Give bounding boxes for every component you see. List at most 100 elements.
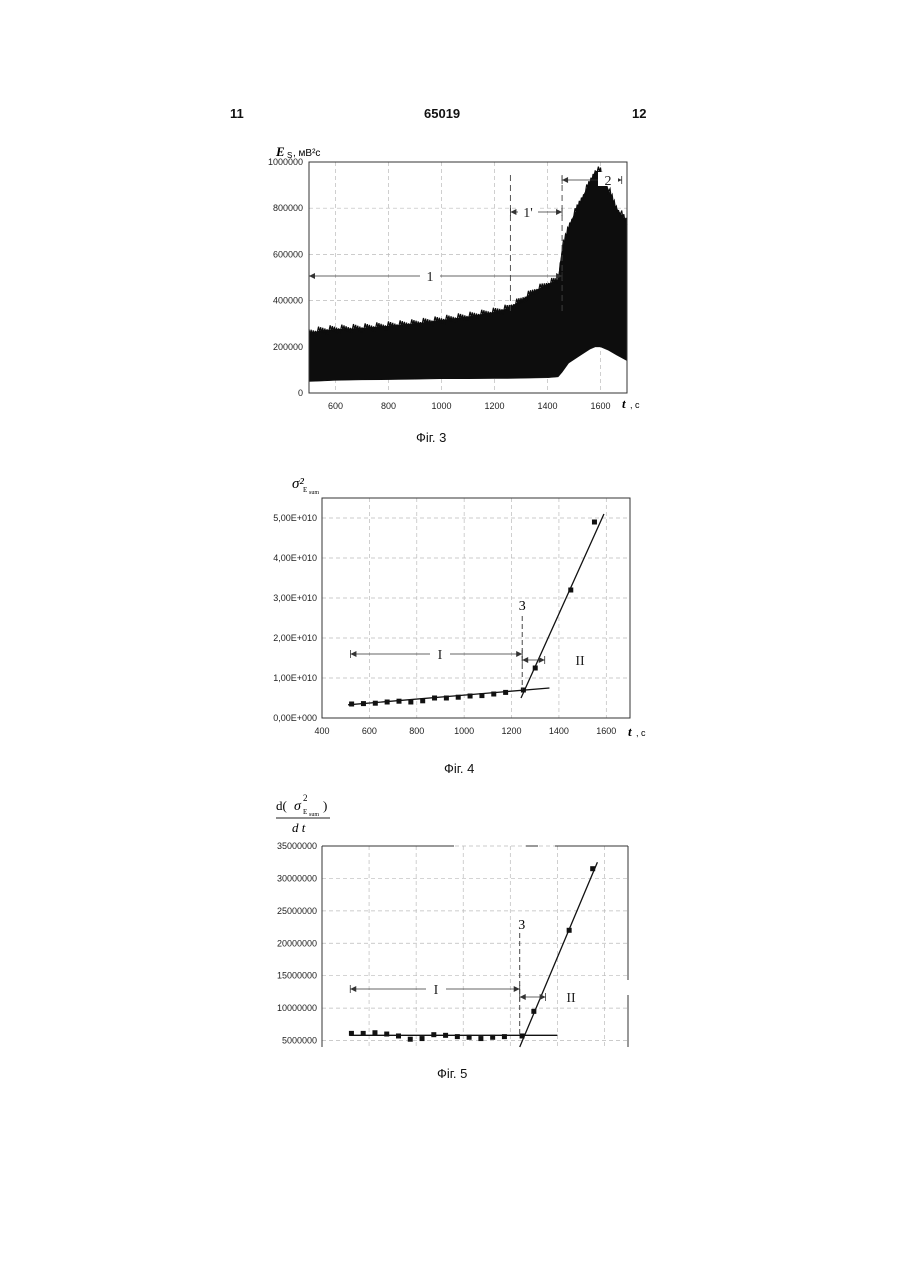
y-tick-label: 25000000	[277, 906, 317, 916]
figure-5-caption: Фіг. 5	[437, 1066, 467, 1081]
x-tick-label: 1000	[431, 401, 451, 411]
figure-3-caption: Фіг. 3	[416, 430, 446, 445]
y-axis-unit: , мВ²с	[293, 148, 320, 159]
data-point	[478, 1036, 483, 1041]
x-tick-label: 1600	[596, 726, 616, 736]
y-tick-label: 200000	[273, 342, 303, 352]
fit-line	[520, 862, 598, 1047]
y-tick-label: 35000000	[277, 841, 317, 851]
data-point	[384, 1032, 389, 1037]
figure-4-caption: Фіг. 4	[444, 761, 474, 776]
data-point	[491, 692, 496, 697]
data-point	[420, 698, 425, 703]
x-tick-label: 800	[409, 726, 424, 736]
y-tick-label: 5000000	[282, 1036, 317, 1046]
figure-3: 6008001000120014001600020000040000060000…	[0, 130, 901, 430]
data-point	[432, 696, 437, 701]
y-axis-num-right: )	[323, 798, 327, 813]
span-arrow	[309, 273, 315, 279]
data-point	[533, 666, 538, 671]
y-axis-sub: S	[287, 151, 292, 160]
span-label: 1'	[523, 206, 533, 221]
span-arrow	[510, 209, 516, 215]
data-point	[502, 1034, 507, 1039]
data-point	[468, 694, 473, 699]
x-tick-label: 1200	[484, 401, 504, 411]
data-point	[503, 690, 508, 695]
x-tick-label: 1400	[549, 726, 569, 736]
y-tick-label: 5,00E+010	[273, 513, 317, 523]
span-arrow	[540, 994, 546, 1000]
data-point	[531, 1009, 536, 1014]
x-tick-label: 1000	[454, 726, 474, 736]
data-point	[456, 695, 461, 700]
y-tick-label: 0,00E+000	[273, 713, 317, 723]
y-tick-label: 600000	[273, 249, 303, 259]
figure-5: 3III500000010000000150000002000000025000…	[0, 785, 901, 1065]
y-axis-sub: E	[303, 808, 307, 816]
y-tick-label: 30000000	[277, 873, 317, 883]
span-arrow	[556, 209, 562, 215]
y-tick-label: 800000	[273, 203, 303, 213]
x-tick-label: 1200	[502, 726, 522, 736]
span-arrow	[350, 986, 356, 992]
data-point	[349, 1031, 354, 1036]
data-point	[568, 588, 573, 593]
span-arrow	[520, 994, 526, 1000]
data-point	[490, 1035, 495, 1040]
span-arrow	[539, 657, 545, 663]
span-label: I	[438, 648, 443, 663]
x-tick-label: 600	[328, 401, 343, 411]
x-tick-label: 600	[362, 726, 377, 736]
marker-label: 3	[519, 599, 526, 614]
data-point	[408, 1037, 413, 1042]
y-tick-label: 10000000	[277, 1003, 317, 1013]
patent-number: 65019	[424, 106, 460, 121]
span-label: II	[575, 654, 585, 669]
x-axis-unit: , с	[636, 728, 646, 738]
x-axis-unit: , с	[630, 400, 640, 410]
marker-label: 3	[518, 918, 525, 933]
figure-5-chart: 3III500000010000000150000002000000025000…	[0, 785, 901, 1065]
data-point	[420, 1036, 425, 1041]
x-axis-label: t	[628, 724, 632, 739]
y-tick-label: 1,00E+010	[273, 673, 317, 683]
data-point	[455, 1034, 460, 1039]
y-tick-label: 3,00E+010	[273, 593, 317, 603]
data-point	[444, 696, 449, 701]
y-tick-label: 0	[298, 388, 303, 398]
data-point	[443, 1033, 448, 1038]
page-number-right: 12	[632, 106, 646, 121]
x-tick-label: 400	[314, 726, 329, 736]
data-point	[592, 520, 597, 525]
span-arrow	[562, 177, 568, 183]
data-point	[467, 1035, 472, 1040]
data-point	[521, 688, 526, 693]
data-point	[373, 701, 378, 706]
data-point	[372, 1030, 377, 1035]
y-axis-label: E	[275, 144, 285, 159]
y-axis-subsub: sum	[309, 812, 319, 818]
data-point	[361, 1031, 366, 1036]
y-axis-sub: E	[303, 486, 307, 494]
y-tick-label: 4,00E+010	[273, 553, 317, 563]
data-point	[349, 702, 354, 707]
y-tick-label: 400000	[273, 296, 303, 306]
data-point	[479, 693, 484, 698]
span-arrow	[516, 651, 522, 657]
x-tick-label: 1400	[537, 401, 557, 411]
data-point	[408, 700, 413, 705]
span-arrow	[350, 651, 356, 657]
data-point	[431, 1032, 436, 1037]
page-number-left: 11	[230, 106, 244, 121]
span-label: 1	[427, 270, 434, 285]
y-axis-sup: 2	[303, 793, 308, 803]
x-axis-label: t	[622, 396, 626, 411]
x-tick-label: 1600	[590, 401, 610, 411]
plot-frame	[322, 498, 630, 718]
y-axis-subsub: sum	[309, 490, 319, 496]
y-axis-sigma: σ	[294, 799, 302, 814]
y-tick-label: 20000000	[277, 938, 317, 948]
data-point	[567, 928, 572, 933]
data-point	[396, 1033, 401, 1038]
